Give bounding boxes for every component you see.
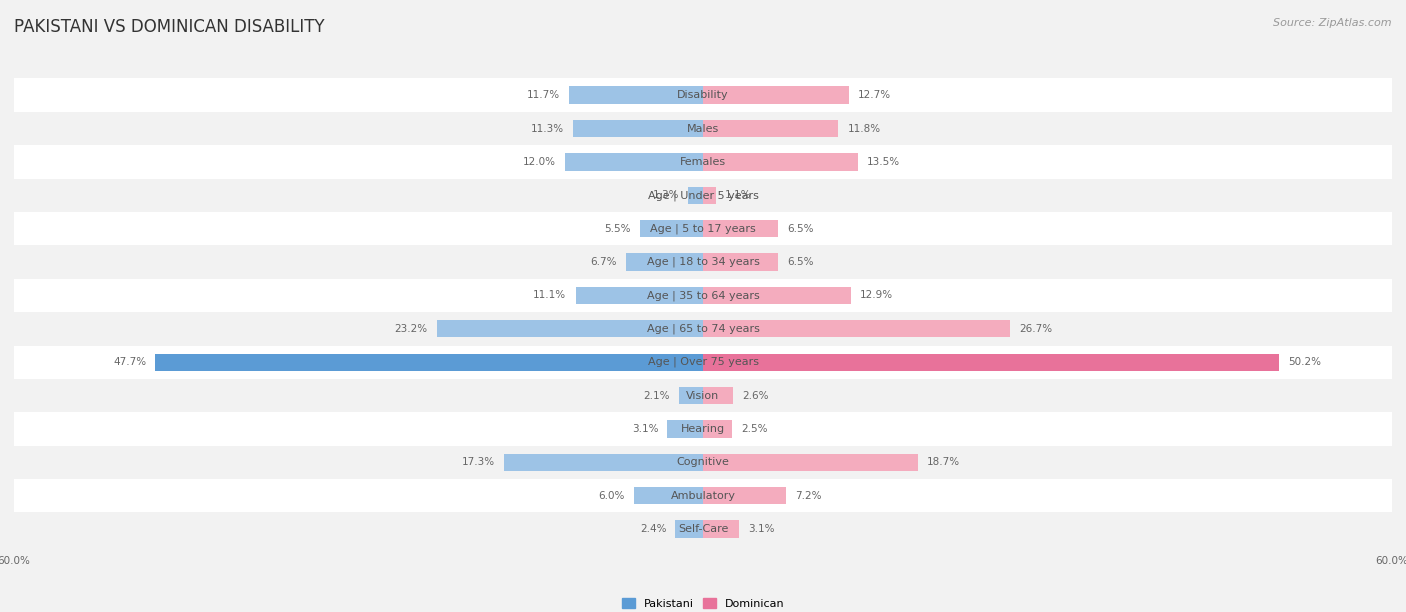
Text: 12.0%: 12.0% <box>523 157 555 167</box>
Text: Females: Females <box>681 157 725 167</box>
Text: 23.2%: 23.2% <box>394 324 427 334</box>
Bar <box>679 387 703 405</box>
Bar <box>14 245 1392 278</box>
Text: PAKISTANI VS DOMINICAN DISABILITY: PAKISTANI VS DOMINICAN DISABILITY <box>14 18 325 36</box>
Bar <box>505 453 703 471</box>
Bar <box>565 153 703 171</box>
Text: 2.6%: 2.6% <box>742 390 769 401</box>
Bar <box>14 78 1392 112</box>
Text: Vision: Vision <box>686 390 720 401</box>
Text: 7.2%: 7.2% <box>794 491 821 501</box>
Text: 12.9%: 12.9% <box>860 291 893 300</box>
Bar <box>14 212 1392 245</box>
Text: 2.1%: 2.1% <box>643 390 669 401</box>
Text: Self-Care: Self-Care <box>678 524 728 534</box>
Bar <box>703 420 731 438</box>
Text: Age | Over 75 years: Age | Over 75 years <box>648 357 758 367</box>
Bar <box>703 86 849 104</box>
Bar <box>14 446 1392 479</box>
Text: 3.1%: 3.1% <box>631 424 658 434</box>
Bar <box>14 479 1392 512</box>
Text: 5.5%: 5.5% <box>605 223 631 234</box>
Text: 6.5%: 6.5% <box>787 223 813 234</box>
Text: Age | 65 to 74 years: Age | 65 to 74 years <box>647 324 759 334</box>
Bar <box>703 120 838 137</box>
Bar <box>703 187 716 204</box>
Bar <box>626 253 703 271</box>
Text: 12.7%: 12.7% <box>858 90 891 100</box>
Bar <box>703 253 778 271</box>
Bar <box>574 120 703 137</box>
Text: 6.5%: 6.5% <box>787 257 813 267</box>
Bar <box>14 278 1392 312</box>
Text: 50.2%: 50.2% <box>1289 357 1322 367</box>
Bar <box>688 187 703 204</box>
Bar <box>703 487 786 504</box>
Text: 47.7%: 47.7% <box>112 357 146 367</box>
Bar <box>703 520 738 538</box>
Bar <box>668 420 703 438</box>
Text: 18.7%: 18.7% <box>927 457 960 468</box>
Text: Source: ZipAtlas.com: Source: ZipAtlas.com <box>1274 18 1392 28</box>
Bar <box>575 287 703 304</box>
Bar <box>675 520 703 538</box>
Bar <box>14 512 1392 546</box>
Text: Age | Under 5 years: Age | Under 5 years <box>648 190 758 201</box>
Text: Cognitive: Cognitive <box>676 457 730 468</box>
Text: 17.3%: 17.3% <box>463 457 495 468</box>
Bar <box>14 346 1392 379</box>
Bar <box>14 412 1392 446</box>
Text: Disability: Disability <box>678 90 728 100</box>
Text: Ambulatory: Ambulatory <box>671 491 735 501</box>
Bar <box>703 354 1279 371</box>
Text: 6.7%: 6.7% <box>591 257 617 267</box>
Bar <box>703 220 778 237</box>
Bar <box>437 320 703 337</box>
Text: 1.1%: 1.1% <box>725 190 751 200</box>
Text: 13.5%: 13.5% <box>868 157 900 167</box>
Bar <box>14 179 1392 212</box>
Text: 11.7%: 11.7% <box>526 90 560 100</box>
Text: 1.3%: 1.3% <box>652 190 679 200</box>
Bar <box>634 487 703 504</box>
Text: Age | 18 to 34 years: Age | 18 to 34 years <box>647 257 759 267</box>
Bar <box>568 86 703 104</box>
Bar <box>703 153 858 171</box>
Text: 3.1%: 3.1% <box>748 524 775 534</box>
Bar <box>14 312 1392 346</box>
Bar <box>703 320 1010 337</box>
Text: Age | 35 to 64 years: Age | 35 to 64 years <box>647 290 759 300</box>
Text: 11.1%: 11.1% <box>533 291 567 300</box>
Bar <box>640 220 703 237</box>
Text: 11.3%: 11.3% <box>531 124 564 133</box>
Bar <box>703 387 733 405</box>
Text: 2.4%: 2.4% <box>640 524 666 534</box>
Text: Males: Males <box>688 124 718 133</box>
Bar <box>703 453 918 471</box>
Bar <box>14 379 1392 412</box>
Legend: Pakistani, Dominican: Pakistani, Dominican <box>619 595 787 612</box>
Bar <box>155 354 703 371</box>
Text: 2.5%: 2.5% <box>741 424 768 434</box>
Text: 6.0%: 6.0% <box>599 491 624 501</box>
Bar <box>14 145 1392 179</box>
Bar <box>14 112 1392 145</box>
Bar <box>703 287 851 304</box>
Text: 26.7%: 26.7% <box>1019 324 1052 334</box>
Text: Age | 5 to 17 years: Age | 5 to 17 years <box>650 223 756 234</box>
Text: 11.8%: 11.8% <box>848 124 880 133</box>
Text: Hearing: Hearing <box>681 424 725 434</box>
